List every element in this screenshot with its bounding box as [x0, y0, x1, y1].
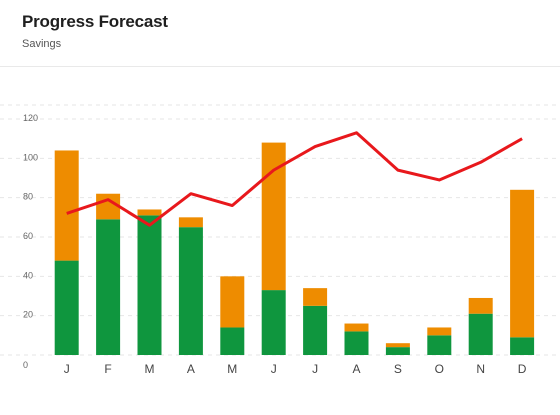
bar-segment-orange	[510, 189, 535, 338]
bar-segment-green	[303, 305, 328, 355]
x-tick-label: F	[104, 362, 111, 376]
x-tick-label: D	[518, 362, 527, 376]
y-tick-label: 60	[23, 231, 33, 241]
bar-segment-orange	[178, 217, 203, 228]
y-tick-label: 20	[23, 310, 33, 320]
bar-segment-green	[385, 347, 410, 355]
bar-segment-orange	[220, 276, 245, 328]
bar-segment-green	[137, 215, 162, 355]
x-tick-label: M	[227, 362, 237, 376]
x-tick-label: N	[476, 362, 485, 376]
y-tick-label: 120	[23, 113, 38, 123]
y-tick-label: 100	[23, 152, 38, 162]
x-tick-label: A	[187, 362, 195, 376]
bar-segment-orange	[54, 150, 79, 261]
x-tick-label: J	[64, 362, 70, 376]
header-divider	[0, 66, 560, 67]
bar-segment-green	[344, 331, 369, 355]
bar-segment-green	[220, 327, 245, 355]
y-tick-label: 0	[23, 360, 28, 370]
bar-segment-green	[427, 335, 452, 355]
bar-segment-green	[178, 227, 203, 355]
x-tick-label: J	[312, 362, 318, 376]
bar-segment-green	[54, 260, 79, 355]
bar-segment-green	[510, 337, 535, 355]
bar-segment-orange	[303, 288, 328, 306]
x-tick-label: J	[271, 362, 277, 376]
x-tick-label: O	[435, 362, 444, 376]
y-tick-label: 80	[23, 192, 33, 202]
bar-segment-green	[468, 313, 493, 355]
bar-segment-orange	[427, 327, 452, 336]
bar-segment-orange	[96, 193, 121, 220]
series-line	[66, 131, 523, 227]
chart-header: Progress Forecast Savings	[22, 12, 168, 50]
y-tick-label: 40	[23, 270, 33, 280]
x-tick-label: A	[352, 362, 360, 376]
bar-segment-orange	[385, 343, 410, 348]
x-tick-label: M	[145, 362, 155, 376]
chart-subtitle: Savings	[22, 38, 62, 50]
chart-title: Progress Forecast	[22, 12, 168, 31]
bar-segment-orange	[137, 209, 162, 216]
bar-segment-orange	[468, 297, 493, 314]
bar-segment-green	[261, 290, 286, 355]
x-tick-label: S	[394, 362, 402, 376]
bar-segment-green	[96, 219, 121, 355]
bar-segment-orange	[344, 323, 369, 332]
